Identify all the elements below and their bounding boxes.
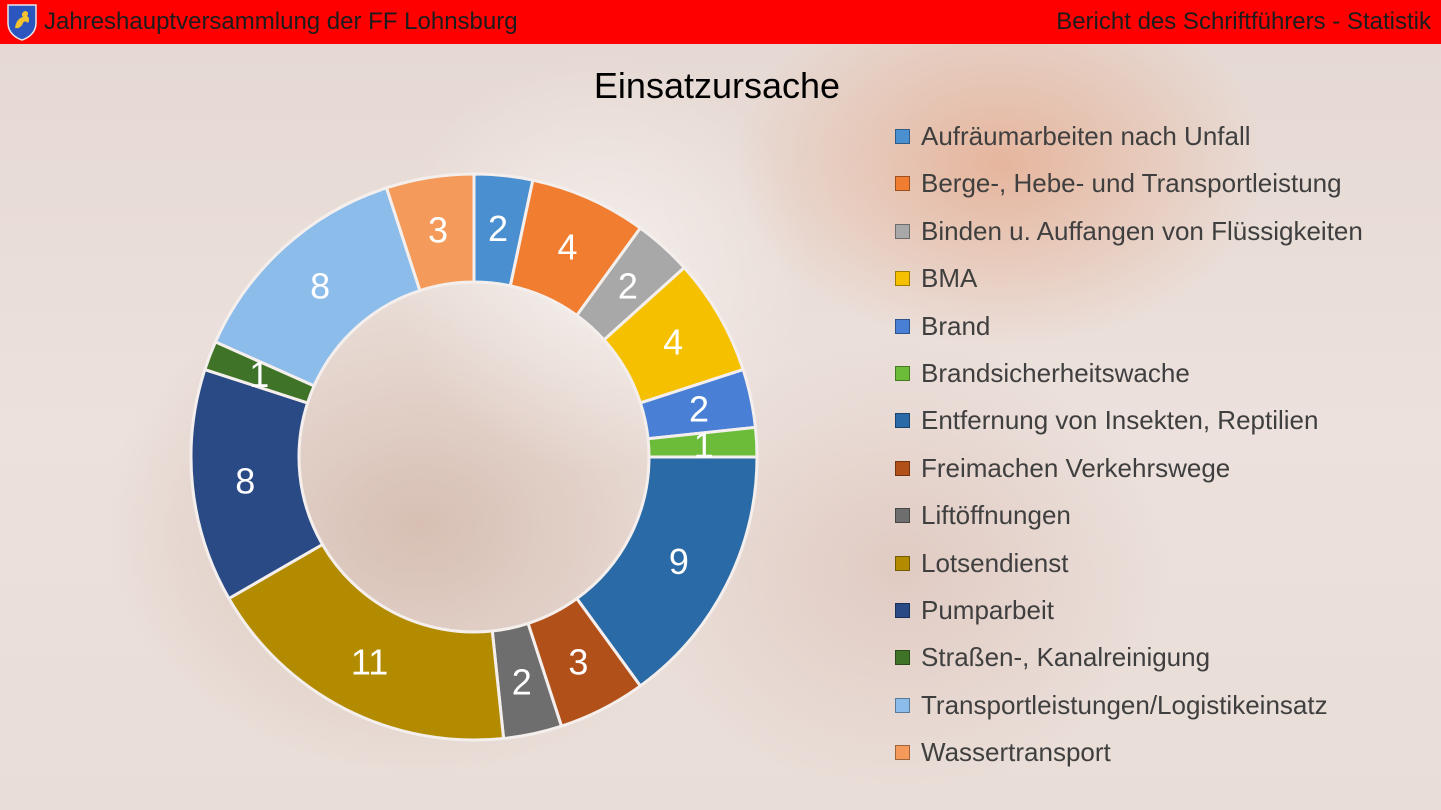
legend-label: Binden u. Auffangen von Flüssigkeiten bbox=[921, 215, 1363, 246]
slice-value-label: 11 bbox=[351, 641, 388, 682]
header-bar: Jahreshauptversammlung der FF Lohnsburg … bbox=[0, 0, 1441, 44]
legend-swatch bbox=[895, 508, 910, 524]
slice-value-label: 2 bbox=[689, 389, 709, 430]
legend-label: Brandsicherheitswache bbox=[921, 358, 1190, 388]
slice-value-label: 1 bbox=[694, 424, 714, 465]
legend-swatch bbox=[895, 366, 910, 381]
legend-label: Straßen-, Kanalreinigung bbox=[921, 642, 1211, 673]
donut-slices bbox=[189, 172, 759, 742]
legend-swatch bbox=[895, 318, 910, 334]
slice-value-label: 4 bbox=[558, 226, 578, 267]
legend-swatch bbox=[895, 413, 910, 429]
section-title: Bericht des Schriftführers - Statistik bbox=[1056, 8, 1431, 35]
legend-label: Pumparbeit bbox=[921, 595, 1054, 625]
legend-label: Wassertransport bbox=[921, 737, 1111, 768]
legend-label: Brand bbox=[921, 310, 991, 341]
legend-label: BMA bbox=[921, 263, 978, 294]
legend-swatch bbox=[895, 460, 910, 476]
legend-label: Entfernung von Insekten, Reptilien bbox=[921, 405, 1319, 436]
slice-value-label: 2 bbox=[488, 208, 508, 249]
donut-slice bbox=[227, 543, 506, 742]
slice-value-label: 3 bbox=[428, 209, 448, 250]
slice-value-label: 1 bbox=[249, 354, 269, 395]
legend-label: Transportleistungen/Logistikeinsatz bbox=[921, 689, 1328, 720]
legend-swatch bbox=[895, 129, 910, 144]
legend-swatch bbox=[895, 271, 910, 287]
legend-label: Liftöffnungen bbox=[921, 500, 1071, 531]
legend-swatch bbox=[895, 176, 910, 192]
legend-label: Aufräumarbeiten nach Unfall bbox=[921, 121, 1251, 151]
slice-value-label: 2 bbox=[618, 266, 638, 307]
donut-slice bbox=[385, 172, 476, 293]
legend-swatch bbox=[895, 650, 910, 666]
slice-value-label: 2 bbox=[512, 661, 532, 702]
slice-value-label: 3 bbox=[568, 641, 588, 682]
coat-of-arms-icon bbox=[7, 4, 37, 41]
presentation-title: Jahreshauptversammlung der FF Lohnsburg bbox=[44, 8, 518, 35]
legend-swatch bbox=[895, 223, 910, 239]
legend-label: Berge-, Hebe- und Transportleistung bbox=[921, 168, 1342, 199]
slice-value-label: 8 bbox=[235, 461, 255, 502]
legend-swatch bbox=[895, 555, 910, 571]
legend-swatch bbox=[895, 745, 910, 761]
legend-label: Freimachen Verkehrswege bbox=[921, 452, 1231, 483]
slice-value-label: 9 bbox=[669, 541, 689, 582]
donut-slice bbox=[575, 455, 759, 688]
legend-swatch bbox=[895, 697, 910, 713]
slice-value-label: 4 bbox=[663, 322, 683, 363]
chart-title: Einsatzursache bbox=[593, 65, 841, 106]
slice-value-label: 8 bbox=[310, 266, 330, 307]
legend-swatch bbox=[895, 603, 910, 618]
legend-label: Lotsendienst bbox=[921, 547, 1069, 578]
